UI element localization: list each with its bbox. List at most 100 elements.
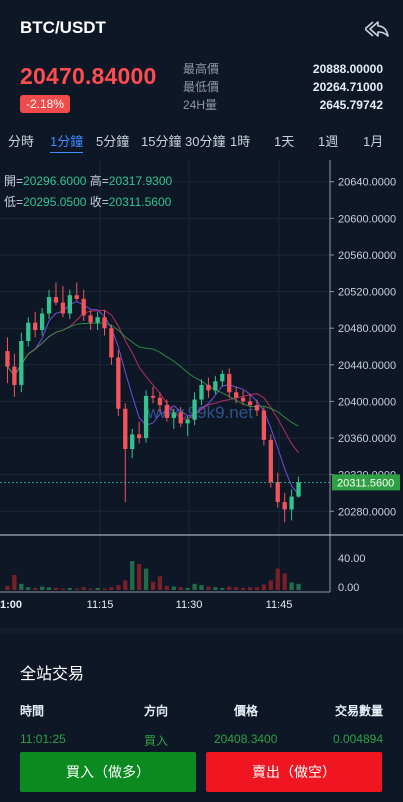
candle-body	[247, 401, 253, 406]
y-tick-label: 20640.0000	[338, 177, 396, 189]
volume-bar	[143, 568, 149, 590]
volume-bar	[206, 586, 211, 590]
volume-bar	[296, 583, 301, 590]
candle-body	[150, 395, 156, 398]
candle-body	[213, 381, 218, 391]
low-label: 低=	[4, 195, 24, 209]
ohlc-row-1: 開=20296.6000 高=20317.9300	[4, 172, 172, 189]
volume-bar	[150, 581, 156, 590]
tab-1d[interactable]: 1天	[274, 134, 295, 149]
candle-body	[143, 395, 149, 439]
tab-30min[interactable]: 30分鐘	[185, 134, 226, 149]
header: BTC/USDT	[0, 0, 403, 56]
candle-body	[282, 502, 287, 510]
volume-bar	[171, 586, 176, 590]
volume-bar	[157, 576, 163, 590]
kline-chart[interactable]: www.99k9.net 20640.0000 20600.0000 20560.0…	[0, 160, 403, 611]
high-value: 20317.9300	[108, 174, 173, 188]
tab-5min[interactable]: 5分鐘	[96, 134, 130, 149]
candle-body	[192, 399, 197, 420]
tab-1h[interactable]: 1時	[230, 134, 251, 149]
candle-body	[67, 295, 72, 314]
candle-body	[178, 412, 183, 424]
candle-body	[95, 317, 100, 323]
candle-body	[220, 373, 225, 382]
last-price: 20470.84000	[20, 63, 157, 89]
volume-bar	[33, 587, 38, 590]
candle-body	[12, 366, 17, 385]
volume-bar	[95, 587, 100, 590]
high-label: 高=	[89, 174, 109, 188]
stat-volume: 24H量 2645.79742	[183, 96, 383, 114]
volume-bar	[282, 573, 287, 590]
volume-bar	[227, 586, 232, 590]
buy-long-button[interactable]: 買入（做多）	[20, 752, 196, 792]
trade-amount: 0.004894	[332, 732, 383, 746]
volume-bar	[178, 587, 183, 590]
volume-bar	[275, 568, 280, 590]
low-value: 20295.0500	[23, 195, 87, 209]
volume-bar	[19, 583, 24, 590]
candle-body	[185, 419, 190, 424]
stat-low: 最低價 20264.71000	[183, 78, 383, 96]
volume-bar	[53, 587, 59, 590]
page-title: BTC/USDT	[20, 18, 106, 37]
volume-bar	[254, 587, 260, 590]
volume-bar	[185, 587, 190, 590]
candle-body	[199, 384, 204, 400]
x-tick: 11:45	[266, 599, 293, 610]
header-price: 價格	[234, 704, 259, 718]
volume-bar	[220, 587, 225, 590]
tab-1mo[interactable]: 1月	[363, 134, 384, 149]
candle-body	[109, 328, 114, 358]
close-value: 20311.5600	[108, 195, 172, 209]
volume-tick: 0.00	[338, 582, 359, 594]
volume-bar	[81, 587, 86, 590]
x-tick: 11:30	[176, 599, 203, 610]
candle-body	[261, 410, 267, 440]
close-label: 收=	[89, 195, 109, 209]
header-direction: 方向	[144, 704, 169, 718]
x-tick: 1:00	[0, 599, 22, 610]
candle-body	[123, 408, 128, 450]
stat-high: 最高價 20888.00000	[183, 60, 383, 78]
y-tick-label: 20400.0000	[338, 396, 396, 408]
candle-body	[164, 405, 170, 418]
candle-body	[81, 298, 86, 316]
watermark: www.99k9.net	[146, 403, 253, 422]
x-tick: 11:15	[87, 599, 114, 610]
candle-body	[5, 351, 10, 367]
trade-direction: 買入	[144, 734, 169, 748]
volume-bar	[109, 587, 114, 590]
candle-body	[171, 412, 176, 418]
volume-bar	[74, 588, 79, 590]
tab-15min[interactable]: 15分鐘	[141, 134, 182, 149]
candle-body	[136, 434, 142, 439]
trades-title: 全站交易	[20, 666, 85, 683]
stat-label: 最低價	[183, 80, 220, 94]
candle-body	[206, 384, 211, 391]
volume-bar	[67, 587, 72, 590]
volume-bar	[123, 580, 128, 590]
ma10-line	[7, 309, 299, 454]
y-tick-label: 20600.0000	[338, 213, 396, 225]
y-tick-label: 20520.0000	[338, 287, 396, 299]
change-badge: -2.18%	[20, 95, 71, 113]
kline-svg: www.99k9.net 20640.0000 20600.0000 20560.0…	[0, 160, 403, 611]
trade-time: 11:01:25	[20, 732, 66, 746]
volume-bar	[289, 582, 294, 590]
y-tick-label: 20480.0000	[338, 323, 396, 335]
tab-1w[interactable]: 1週	[318, 134, 339, 149]
sell-short-button[interactable]: 賣出（做空）	[206, 752, 382, 792]
candle-body	[130, 434, 135, 450]
candle-body	[268, 439, 273, 482]
tab-1min[interactable]: 1分鐘	[50, 132, 84, 153]
tab-timeline[interactable]: 分時	[8, 134, 35, 149]
volume-bar	[213, 587, 218, 590]
back-arrows-icon[interactable]	[365, 20, 389, 38]
volume-bar	[5, 585, 10, 590]
candle-body	[227, 373, 232, 393]
candle-body	[46, 297, 52, 314]
trade-price: 20408.3400	[214, 732, 278, 746]
ticker-stats: 最高價 20888.00000 最低價 20264.71000 24H量 264…	[183, 60, 383, 114]
